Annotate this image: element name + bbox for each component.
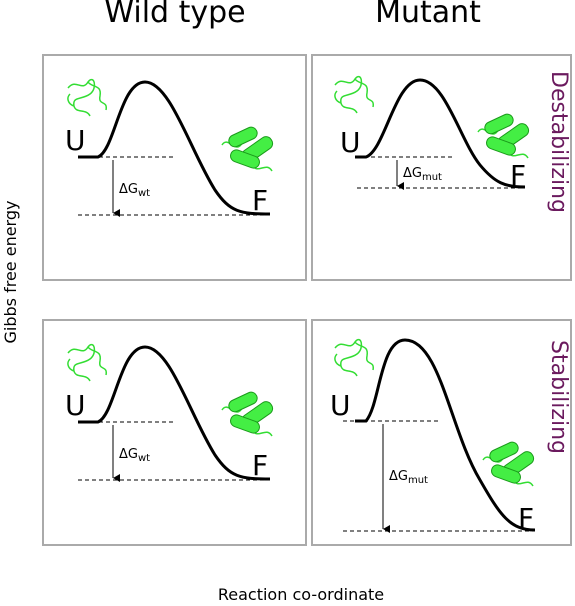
folded-label: F bbox=[252, 184, 268, 217]
energy-curve bbox=[78, 345, 271, 481]
row-label: Stabilizing bbox=[546, 340, 571, 454]
unfolded-label: U bbox=[340, 126, 361, 159]
folded-label: F bbox=[252, 449, 268, 482]
delta-label: ΔGmut bbox=[389, 469, 428, 486]
folded-label: F bbox=[518, 502, 534, 535]
energy-curve bbox=[78, 80, 271, 216]
column-header: Mutant bbox=[375, 0, 481, 30]
delta-label: ΔGwt bbox=[119, 182, 150, 199]
folded-label: F bbox=[510, 159, 526, 192]
unfolded-label: U bbox=[65, 124, 86, 157]
energy-curve bbox=[355, 338, 536, 532]
unfolded-label: U bbox=[330, 389, 351, 422]
energy-curve bbox=[355, 78, 526, 189]
delta-label: ΔGwt bbox=[119, 447, 150, 464]
row-label: Destabilizing bbox=[546, 71, 571, 213]
x-axis-label: Reaction co-ordinate bbox=[218, 585, 384, 604]
y-axis-label: Gibbs free energy bbox=[1, 201, 20, 344]
delta-label: ΔGmut bbox=[403, 166, 442, 183]
panel bbox=[311, 319, 572, 546]
panel bbox=[311, 54, 572, 281]
unfolded-label: U bbox=[65, 389, 86, 422]
column-header: Wild type bbox=[104, 0, 245, 30]
